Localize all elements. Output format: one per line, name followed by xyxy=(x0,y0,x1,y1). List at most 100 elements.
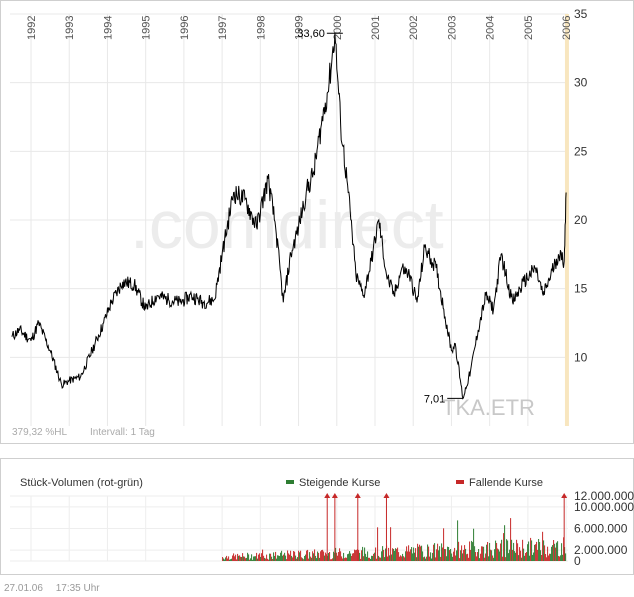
volume-bar xyxy=(307,549,309,561)
year-tick-labels: 1992 1993 1994 1995 1996 1997 1998 1999 2000 2001… xyxy=(26,16,573,40)
volume-bar xyxy=(457,520,459,561)
volume-bar xyxy=(466,554,468,561)
volume-bar xyxy=(340,551,342,561)
volume-bar xyxy=(382,546,384,561)
volume-bar xyxy=(486,544,488,561)
volume-bar xyxy=(268,559,270,561)
volume-bar xyxy=(243,556,245,561)
volume-bar xyxy=(536,541,538,561)
volume-bar xyxy=(304,556,306,561)
volume-bar xyxy=(248,554,250,561)
volume-bar xyxy=(471,540,473,561)
volume-bar xyxy=(322,549,324,561)
y-tick-label: 15 xyxy=(574,282,588,296)
volume-bar xyxy=(318,552,320,561)
volume-bar xyxy=(523,548,525,561)
volume-bar xyxy=(456,550,458,561)
extreme-annotations: 33,60 7,01 xyxy=(297,28,464,405)
x-tick-label: 1992 xyxy=(26,16,38,40)
volume-bar xyxy=(499,551,501,561)
volume-bar xyxy=(332,558,334,561)
volume-bar xyxy=(348,553,350,561)
volume-bar xyxy=(434,543,436,561)
volume-bar xyxy=(289,554,291,561)
volume-bar xyxy=(468,557,470,561)
volume-bar xyxy=(229,559,231,561)
watermark-text: .comdirect xyxy=(130,187,444,263)
volume-bar xyxy=(520,550,522,561)
volume-bar xyxy=(255,556,257,561)
volume-bar xyxy=(336,552,338,561)
volume-bar xyxy=(482,546,484,561)
price-series-line xyxy=(11,33,567,400)
volume-bar xyxy=(281,550,283,561)
volume-bar xyxy=(455,555,457,561)
volume-bar xyxy=(517,543,519,561)
volume-bar xyxy=(442,547,444,561)
volume-bar xyxy=(274,555,276,561)
volume-bar xyxy=(476,556,478,561)
volume-bar xyxy=(287,550,289,561)
x-tick-label: 2003 xyxy=(446,16,458,40)
price-chart: .comdirect 1992 1993 1994 1995 1996 1997 1998 1… xyxy=(0,0,634,444)
volume-bar xyxy=(519,547,521,561)
volume-bar xyxy=(227,558,229,561)
volume-bar xyxy=(222,557,224,561)
y-tick-label: 35 xyxy=(574,7,588,21)
volume-bar xyxy=(379,557,381,561)
volume-bar xyxy=(423,557,425,561)
volume-bar xyxy=(512,549,514,561)
volume-bar xyxy=(355,550,357,561)
volume-bar xyxy=(552,545,554,561)
volume-bar xyxy=(553,540,555,561)
volume-bar xyxy=(303,559,305,561)
volume-bar xyxy=(326,554,328,561)
volume-bar xyxy=(464,545,466,561)
volume-bar xyxy=(377,527,379,561)
volume-bar xyxy=(387,556,389,561)
volume-bar xyxy=(315,555,317,561)
volume-bar xyxy=(445,549,447,561)
legend-label-up: Steigende Kurse xyxy=(299,477,380,489)
volume-bar xyxy=(341,556,343,561)
volume-bar xyxy=(265,558,267,561)
price-tick-labels: 10 15 20 25 30 35 xyxy=(574,7,588,364)
volume-bar xyxy=(541,555,543,561)
min-value-label: 7,01 xyxy=(424,393,445,405)
volume-bar xyxy=(469,541,471,561)
volume-bar xyxy=(446,556,448,561)
volume-bar xyxy=(273,552,275,561)
price-grid xyxy=(10,13,568,426)
volume-bar xyxy=(321,550,323,561)
volume-bar xyxy=(412,553,414,561)
volume-bar xyxy=(467,553,469,561)
volume-bar xyxy=(436,549,438,561)
volume-bar xyxy=(415,548,417,561)
volume-bar xyxy=(400,555,402,561)
volume-bar xyxy=(231,558,233,561)
footer-date: 27.01.06 xyxy=(4,583,43,594)
volume-bar xyxy=(494,549,496,561)
volume-bar xyxy=(539,542,541,561)
volume-bar xyxy=(266,554,268,561)
x-tick-label: 2006 xyxy=(561,16,573,40)
spike-arrow xyxy=(383,493,390,498)
volume-bar xyxy=(478,549,480,561)
x-tick-label: 1993 xyxy=(64,16,76,40)
volume-bar xyxy=(264,557,266,561)
volume-bar xyxy=(550,553,552,561)
volume-bar xyxy=(509,549,511,561)
volume-bar xyxy=(405,551,407,561)
spike-arrow xyxy=(354,493,361,498)
volume-bar xyxy=(234,556,236,561)
volume-bar xyxy=(354,549,356,561)
volume-bar xyxy=(420,546,422,561)
volume-bar xyxy=(240,556,242,561)
volume-bar xyxy=(534,544,536,561)
volume-tick-label: 6.000.000 xyxy=(574,522,628,536)
volume-bar xyxy=(260,556,262,561)
x-tick-label: 1996 xyxy=(179,16,191,40)
volume-bar xyxy=(284,552,286,561)
volume-bar xyxy=(424,556,426,561)
volume-bar xyxy=(401,556,403,561)
